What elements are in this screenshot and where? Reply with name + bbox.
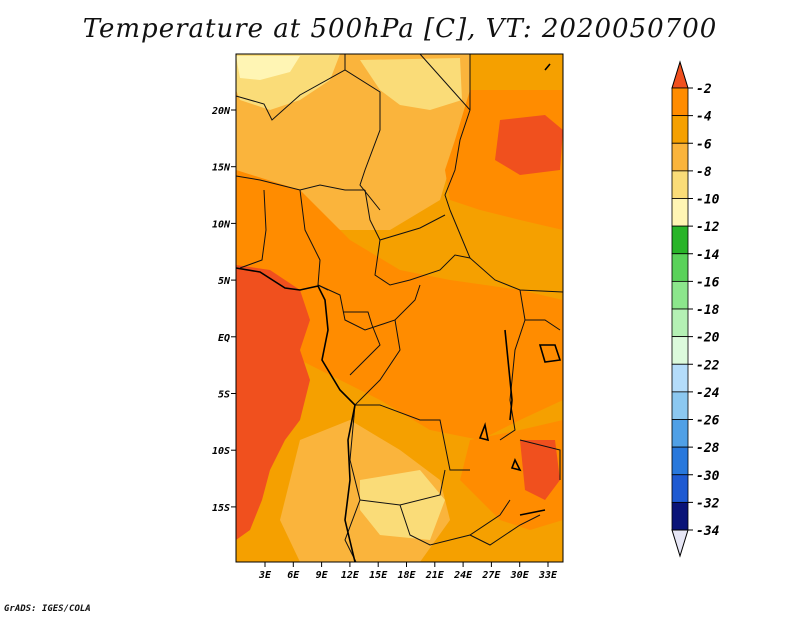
map-frame <box>235 53 564 563</box>
map-panel <box>235 53 564 563</box>
colorbar-label: -2 <box>696 82 712 97</box>
lat-tick-label: 15S <box>212 503 230 514</box>
colorbar-bottom-arrow <box>671 529 689 558</box>
colorbar-swatch <box>671 225 689 255</box>
colorbar-swatch <box>671 501 689 531</box>
colorbar-label: -28 <box>696 441 720 456</box>
colorbar-label: -8 <box>696 165 712 180</box>
colorbar-swatch <box>671 336 689 365</box>
field-warm-max-northeast <box>495 115 563 175</box>
colorbar-label: -30 <box>696 469 720 484</box>
colorbar-label: -12 <box>696 220 720 235</box>
colorbar-label: -16 <box>696 275 720 290</box>
field-pale-north-center <box>360 58 462 110</box>
field-warm-central <box>236 170 563 440</box>
longitude-axis: 3E 6E 9E 12E 15E 18E 21E 24E 27E 30E 33E <box>258 562 558 581</box>
lon-tick-label: 21E <box>425 570 445 581</box>
lon-tick-label: 30E <box>510 570 530 581</box>
colorbar-label: -10 <box>696 193 720 208</box>
colorbar: -2 -4 -6 -8 -10 -12 -14 -16 -18 -20 -22 -24 -26 -28 -3… <box>671 60 720 558</box>
lat-tick-label: EQ <box>218 333 230 344</box>
lat-tick-label: 20N <box>211 106 231 117</box>
colorbar-swatch <box>671 115 689 144</box>
latitude-axis: 20N 15N 10N 5N EQ 5S 10S 15S <box>211 106 236 514</box>
lon-tick-label: 24E <box>453 570 473 581</box>
field-warm-max-atlantic <box>236 265 310 540</box>
grads-credit: GrADS: IGES/COLA <box>4 604 91 614</box>
coastlines <box>235 63 562 563</box>
country-borders <box>235 53 564 563</box>
colorbar-swatch <box>671 170 689 199</box>
field-warm-max-southeast <box>520 440 560 500</box>
colorbar-swatch <box>671 363 689 393</box>
colorbar-label: -18 <box>696 303 720 318</box>
lon-tick-label: 27E <box>481 570 501 581</box>
lon-tick-label: 15E <box>369 570 388 581</box>
lon-tick-label: 3E <box>258 570 272 581</box>
colorbar-label: -24 <box>696 386 720 401</box>
colorbar-label: -14 <box>696 248 720 263</box>
colorbar-swatch <box>671 308 689 338</box>
lon-tick-label: 6E <box>287 570 300 581</box>
colorbar-swatch <box>671 142 689 172</box>
lon-tick-label: 9E <box>316 570 329 581</box>
colorbar-label: -4 <box>696 110 712 125</box>
lat-tick-label: 5S <box>218 390 230 401</box>
lon-tick-label: 33E <box>538 570 558 581</box>
lat-tick-label: 15N <box>212 163 231 174</box>
lat-tick-label: 10N <box>212 219 231 230</box>
colorbar-label: -6 <box>696 137 712 152</box>
colorbar-label: -20 <box>696 331 720 346</box>
colorbar-swatch <box>671 419 689 448</box>
colorbar-swatch <box>671 280 689 310</box>
colorbar-label: -32 <box>696 496 720 511</box>
colorbar-swatch <box>671 87 689 117</box>
colorbar-swatch <box>671 253 689 282</box>
colorbar-top-arrow <box>671 60 689 89</box>
field-pale-south <box>360 470 445 540</box>
lat-tick-label: 10S <box>212 446 230 457</box>
colorbar-swatch <box>671 391 689 420</box>
colorbar-swatch <box>671 198 689 227</box>
lat-tick-label: 5N <box>218 276 231 287</box>
lon-tick-label: 18E <box>397 570 416 581</box>
field-palest-north <box>236 56 300 80</box>
colorbar-label: -22 <box>696 358 720 373</box>
colorbar-swatch <box>671 474 689 503</box>
lon-tick-label: 12E <box>341 570 360 581</box>
map-title: Temperature at 500hPa [C], VT: 202005070… <box>82 14 718 44</box>
colorbar-label: -26 <box>696 414 720 429</box>
colorbar-swatch <box>671 446 689 476</box>
colorbar-label: -34 <box>696 524 720 539</box>
